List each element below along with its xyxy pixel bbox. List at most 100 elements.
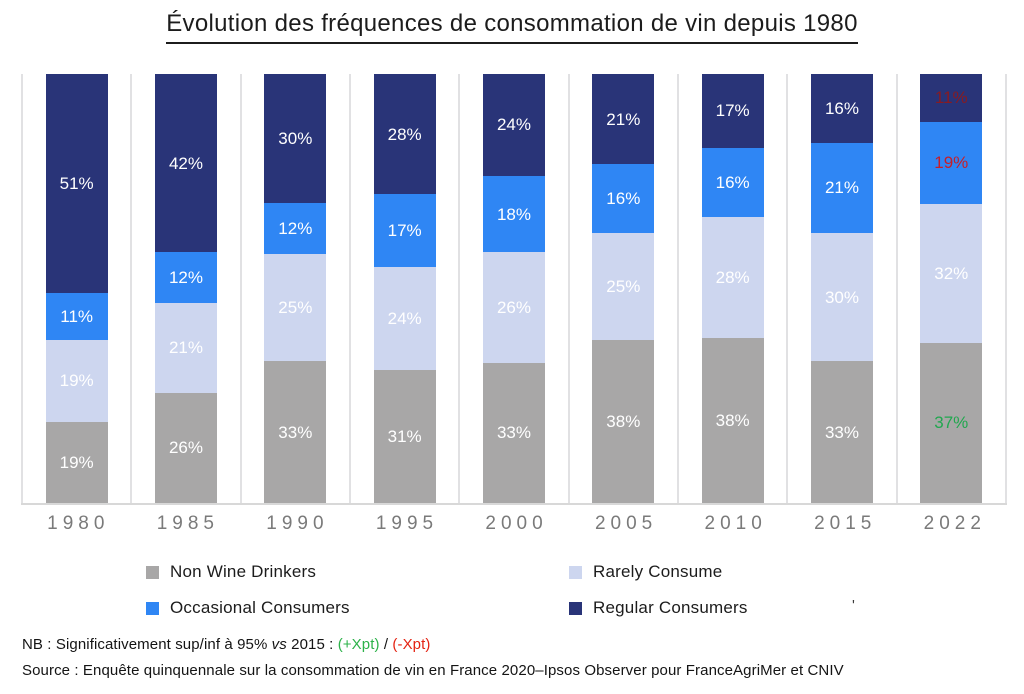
segment-value-label: 42% (168, 153, 203, 173)
segment-regular-consumers-1995: 28% (373, 74, 436, 195)
segment-value-label: 11% (934, 88, 968, 108)
segment-value-label: 33% (496, 423, 531, 443)
legend-label: Rarely Consume (593, 562, 723, 581)
segment-occasional-consumers-2000: 18% (482, 175, 545, 253)
segment-value-label: 33% (824, 422, 859, 442)
nb-minus-significance: (-Xpt) (392, 636, 431, 653)
year-column-2005: 21% 16% 25% 38% (567, 74, 677, 503)
nb-note: NB : Significativement sup/inf à 95% vs … (22, 632, 844, 658)
year-column-1995: 28% 17% 24% 31% (348, 74, 458, 503)
x-axis-label-2005: 2005 (594, 513, 658, 534)
segment-rarely-consume-1995: 24% (373, 267, 436, 371)
x-axis-label-1985: 1985 (156, 513, 219, 534)
segment-value-label: 33% (278, 422, 313, 442)
segment-rarely-consume-2005: 25% (592, 232, 655, 340)
segment-rarely-consume-2022: 32% (920, 204, 983, 343)
segment-value-label: 25% (606, 276, 641, 296)
segment-non-wine-drinkers-2005: 38% (592, 339, 655, 503)
segment-occasional-consumers-2022: 19% (920, 121, 983, 204)
legend-swatch-non-wine-drinkers (146, 565, 159, 579)
segment-occasional-consumers-2010: 16% (701, 147, 764, 217)
x-axis-label-2022: 2022 (923, 513, 986, 534)
stacked-bar-2005: 21% 16% 25% 38% (592, 74, 655, 503)
stacked-bar-2010: 17% 16% 28% 38% (701, 74, 764, 503)
legend-swatch-rarely-consume (569, 565, 582, 579)
title-wrap: Évolution des fréquences de consommation… (0, 10, 1024, 44)
year-column-1985: 42% 12% 21% 26% (130, 74, 239, 503)
stacked-bar-chart: 51% 11% 19% 19% 42% 12% 21% 26% 30% 12% 25% 33% 28% 1… (21, 74, 1007, 505)
segment-rarely-consume-1985: 21% (154, 303, 217, 393)
chart-title: Évolution des fréquences de consommation… (166, 10, 858, 44)
stacked-bar-1990: 30% 12% 25% 33% (264, 74, 327, 503)
segment-rarely-consume-2015: 30% (810, 232, 873, 362)
stacked-bar-2015: 16% 21% 30% 33% (810, 74, 873, 503)
segment-value-label: 18% (496, 204, 531, 224)
segment-value-label: 19% (934, 153, 969, 173)
segment-value-label: 17% (387, 221, 422, 241)
legend-item-regular-consumers: Regular Consumers (569, 598, 748, 618)
segment-rarely-consume-1980: 19% (45, 339, 108, 422)
legend-swatch-occasional-consumers (146, 601, 159, 615)
source-note: Source : Enquête quinquennale sur la con… (22, 662, 844, 679)
segment-value-label: 38% (606, 411, 641, 431)
segment-value-label: 19% (59, 452, 94, 472)
segment-non-wine-drinkers-2015: 33% (810, 361, 873, 503)
segment-value-label: 30% (278, 128, 313, 148)
legend-item-occasional-consumers: Occasional Consumers (146, 598, 350, 618)
segment-value-label: 30% (824, 287, 859, 307)
stacked-bar-2022: 11% 19% 32% 37% (920, 74, 983, 503)
stray-mark: ' (852, 597, 855, 614)
stacked-bar-1985: 42% 12% 21% 26% (154, 74, 217, 503)
segment-rarely-consume-1990: 25% (264, 254, 327, 362)
segment-occasional-consumers-2015: 21% (810, 142, 873, 233)
segment-value-label: 28% (387, 124, 422, 144)
segment-rarely-consume-2000: 26% (482, 252, 545, 363)
segment-value-label: 28% (715, 268, 750, 288)
segment-value-label: 17% (715, 101, 750, 121)
nb-slash: / (379, 636, 393, 653)
legend-swatch-regular-consumers (569, 601, 582, 615)
segment-value-label: 26% (168, 438, 203, 458)
segment-occasional-consumers-1990: 12% (264, 202, 327, 255)
x-axis-label-2000: 2000 (485, 513, 548, 534)
segment-non-wine-drinkers-1985: 26% (154, 392, 217, 503)
segment-rarely-consume-2010: 28% (701, 217, 764, 339)
segment-value-label: 21% (824, 178, 859, 198)
segment-non-wine-drinkers-1995: 31% (373, 370, 436, 503)
legend-label: Occasional Consumers (170, 598, 350, 617)
legend-item-rarely-consume: Rarely Consume (569, 562, 722, 582)
segment-non-wine-drinkers-1980: 19% (45, 421, 108, 504)
x-axis-label-1980: 1980 (47, 513, 110, 534)
footnotes: NB : Significativement sup/inf à 95% vs … (22, 632, 844, 684)
segment-value-label: 26% (496, 298, 531, 318)
segment-regular-consumers-2010: 17% (701, 74, 764, 148)
legend-label: Regular Consumers (593, 598, 748, 617)
segment-value-label: 16% (824, 98, 859, 118)
segment-value-label: 12% (168, 268, 203, 288)
nb-prefix: NB : Significativement sup/inf à 95% (22, 636, 272, 653)
year-column-1980: 51% 11% 19% 19% (21, 74, 130, 504)
segment-regular-consumers-2015: 16% (810, 74, 873, 143)
segment-value-label: 21% (606, 109, 641, 129)
segment-regular-consumers-2005: 21% (592, 74, 655, 165)
x-axis-label-1995: 1995 (375, 513, 439, 534)
segment-value-label: 25% (278, 298, 313, 318)
segment-non-wine-drinkers-2010: 38% (701, 338, 764, 503)
x-axis-labels: 1980 1985 1990 1995 2000 2005 2010 2015 2022 (21, 513, 1007, 535)
segment-value-label: 16% (606, 188, 641, 208)
stacked-bar-1995: 28% 17% 24% 31% (373, 74, 436, 503)
year-column-2022: 11% 19% 32% 37% (895, 74, 1007, 503)
year-column-2010: 17% 16% 28% 38% (676, 74, 786, 503)
segment-occasional-consumers-2005: 16% (592, 164, 655, 233)
year-column-2000: 24% 18% 26% 33% (458, 74, 567, 503)
segment-non-wine-drinkers-1990: 33% (264, 361, 327, 503)
x-axis-label-2015: 2015 (814, 513, 877, 534)
segment-value-label: 51% (59, 173, 94, 193)
legend-item-non-wine-drinkers: Non Wine Drinkers (146, 562, 316, 582)
segment-value-label: 24% (496, 115, 531, 135)
stacked-bar-2000: 24% 18% 26% 33% (482, 74, 545, 503)
segment-regular-consumers-1980: 51% (45, 74, 108, 293)
segment-value-label: 32% (934, 263, 969, 283)
segment-regular-consumers-2000: 24% (482, 74, 545, 176)
x-axis-label-1990: 1990 (266, 513, 329, 534)
